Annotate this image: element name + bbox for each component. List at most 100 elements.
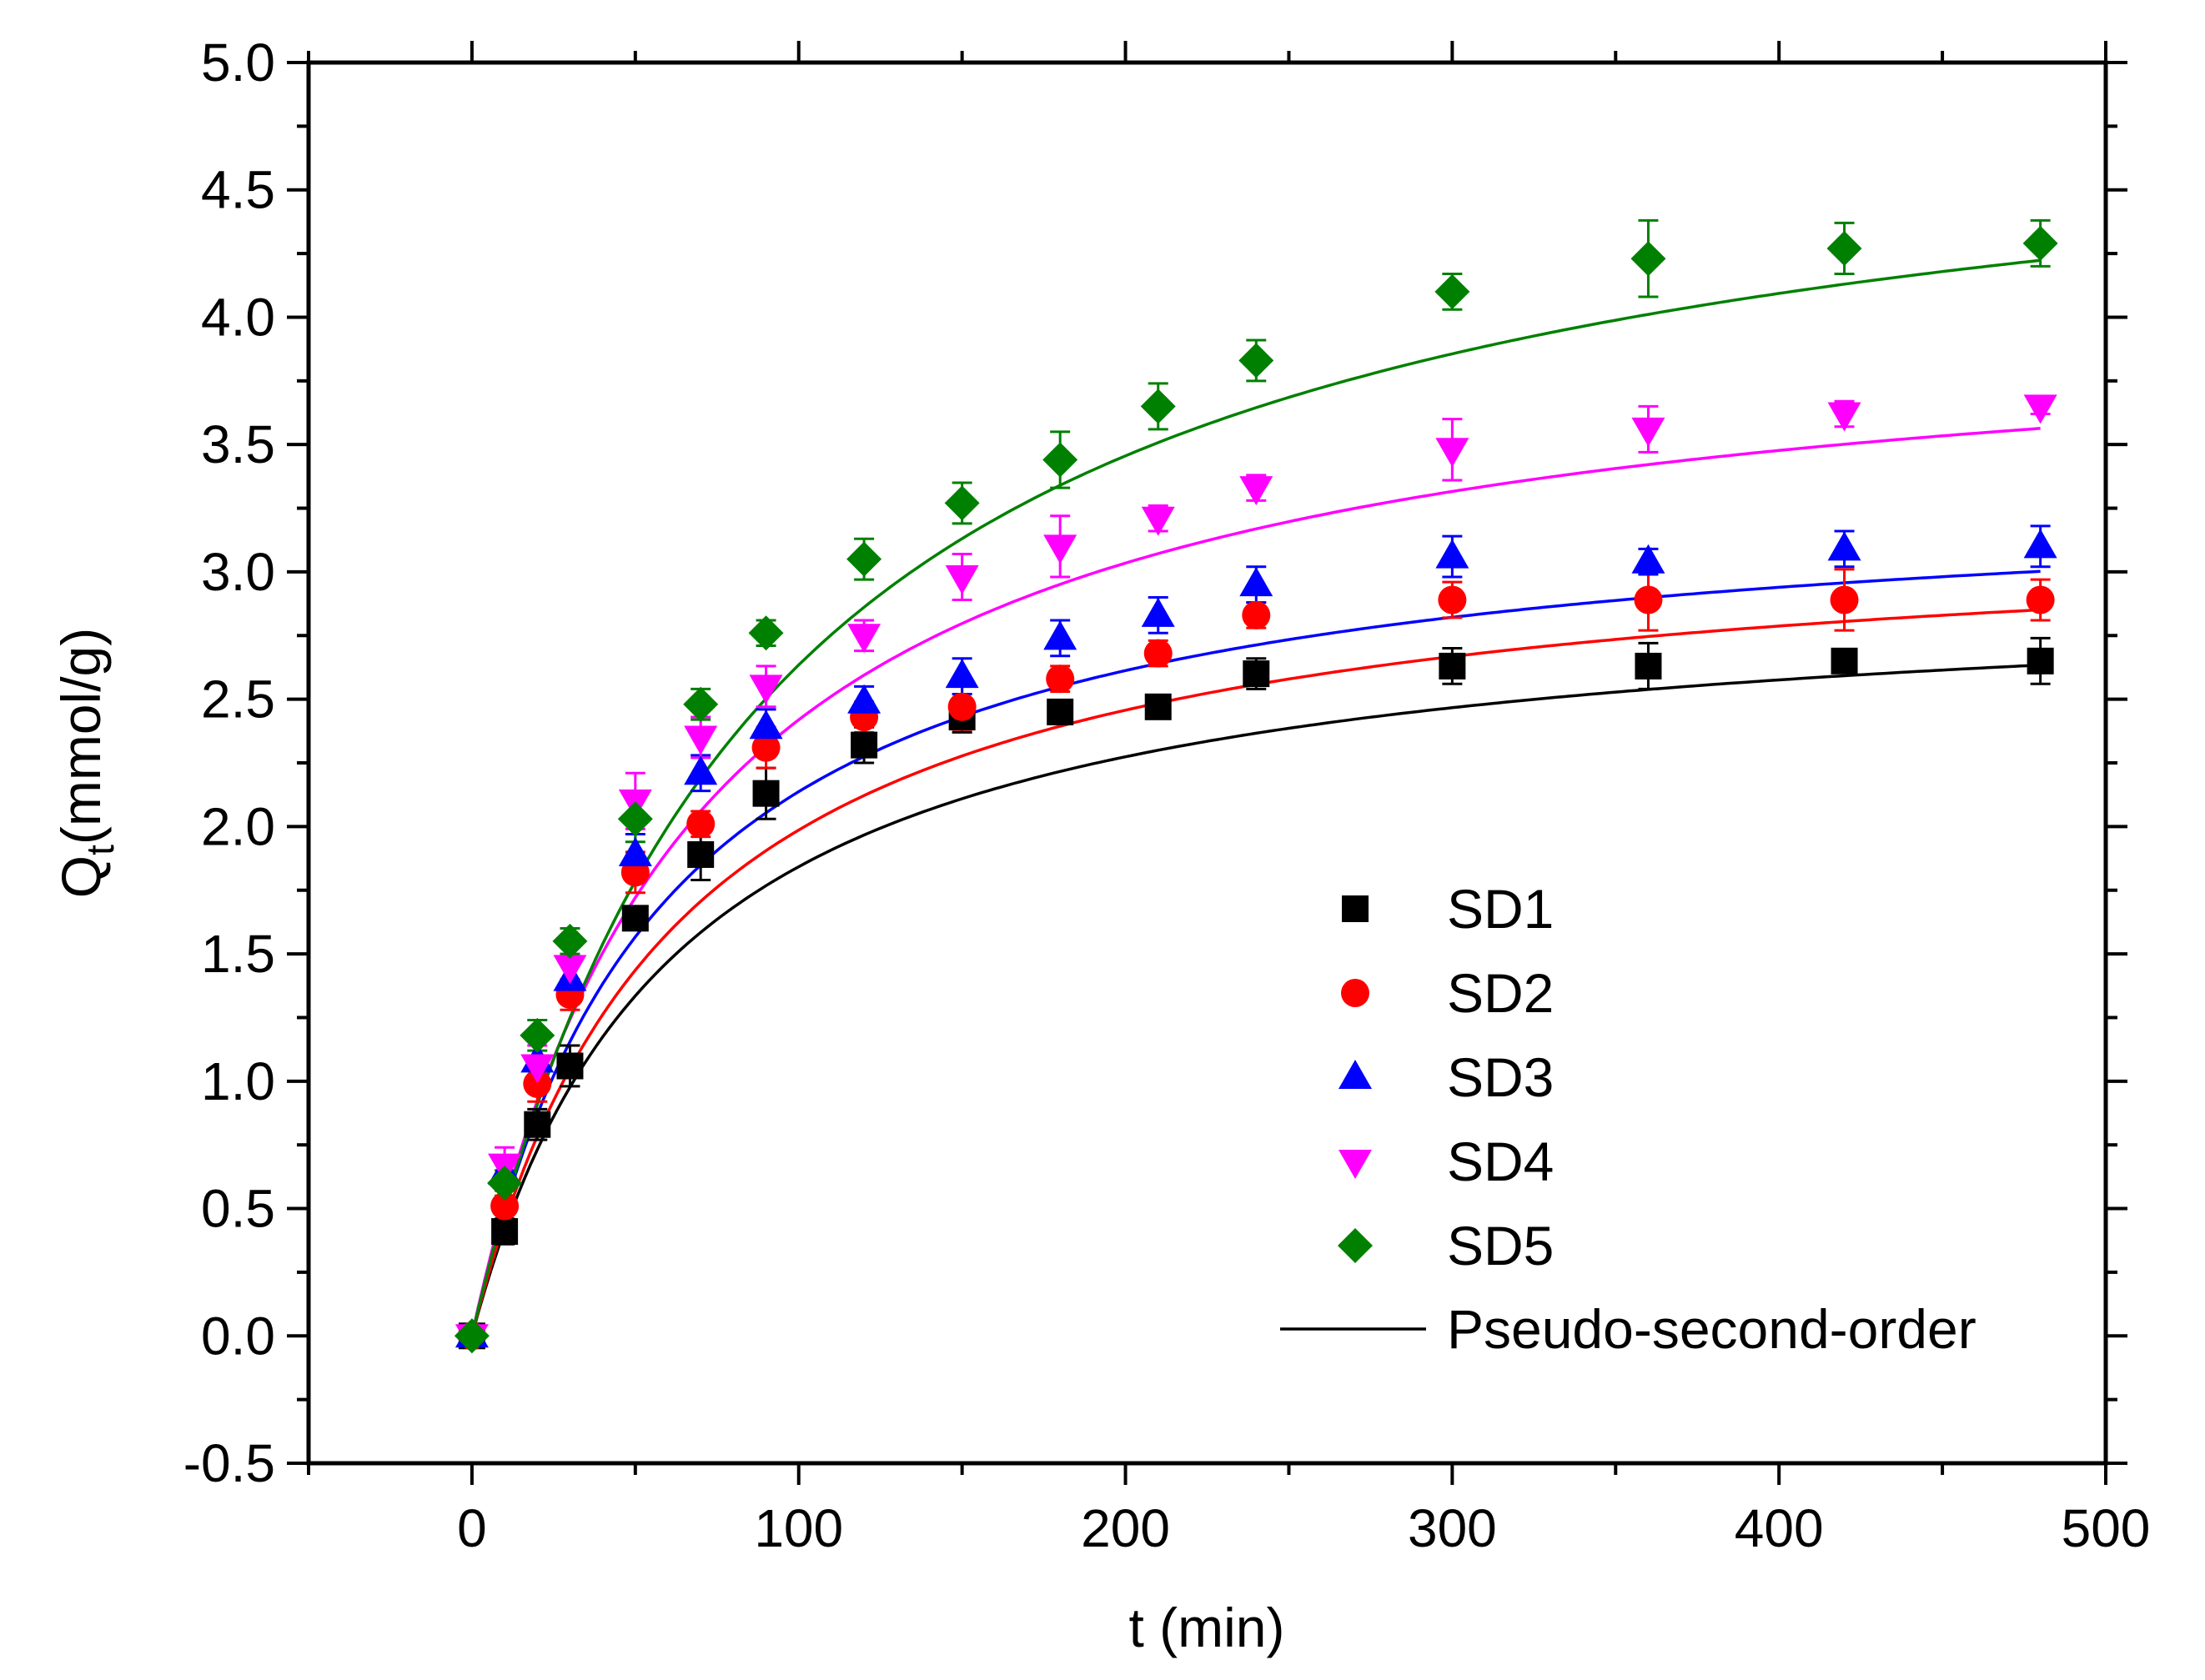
point-sd3 (684, 755, 718, 785)
point-sd5 (748, 615, 784, 651)
point-sd5 (552, 923, 588, 959)
x-tick-label: 300 (1408, 1498, 1497, 1558)
legend-marker-sd4 (1339, 1150, 1372, 1179)
x-tick-label: 500 (2062, 1498, 2151, 1558)
y-tick-label: 0.0 (201, 1306, 275, 1366)
point-sd3 (1239, 567, 1273, 597)
point-sd5 (683, 686, 719, 722)
y-tick-label: 1.5 (201, 924, 275, 984)
y-tick-label: 2.5 (201, 669, 275, 730)
y-tick-label: 2.0 (201, 796, 275, 856)
y-tick-label: 5.0 (201, 33, 275, 93)
point-sd5 (520, 1017, 555, 1053)
point-sd2 (1634, 585, 1663, 614)
axis-ticks: 0 100 200 300 400 500 -0.5 0.0 0.5 1.0 1.5 2.0 2.5 3.… (183, 33, 2151, 1558)
legend-label-sd4: SD4 (1447, 1131, 1554, 1192)
point-sd4 (1141, 506, 1175, 536)
x-axis-title: t (min) (1129, 1597, 1285, 1658)
point-sd5 (454, 1318, 490, 1354)
point-sd3 (618, 836, 652, 866)
point-sd2 (490, 1191, 520, 1221)
point-sd1 (621, 905, 649, 932)
point-sd4 (684, 725, 718, 755)
point-sd1 (1831, 647, 1858, 675)
x-tick-label: 200 (1081, 1498, 1170, 1558)
point-sd5 (2022, 225, 2058, 261)
point-sd4 (1827, 402, 1861, 432)
point-sd1 (1144, 693, 1172, 720)
point-sd5 (487, 1166, 523, 1201)
legend-label-sd5: SD5 (1447, 1215, 1554, 1276)
point-sd4 (2023, 394, 2057, 424)
y-axis-title-sub: t (78, 845, 122, 855)
point-sd3 (749, 710, 783, 740)
fit-curve-sd4 (470, 427, 2041, 1336)
point-sd1 (556, 1052, 584, 1080)
y-axis-title-unit: (mmol/g) (50, 628, 112, 845)
y-axis-title: Qt(mmol/g) (50, 628, 122, 898)
legend-marker-sd2 (1341, 979, 1369, 1007)
point-sd2 (2026, 585, 2055, 614)
point-sd1 (2027, 647, 2054, 675)
y-tick-label: 3.0 (201, 542, 275, 602)
point-sd1 (1047, 698, 1074, 725)
point-sd1 (1439, 652, 1466, 680)
point-sd5 (1140, 389, 1176, 424)
y-tick-label: -0.5 (183, 1433, 275, 1493)
point-sd3 (1827, 531, 1861, 561)
point-sd3 (847, 684, 881, 714)
point-sd5 (1826, 230, 1862, 266)
point-sd2 (1830, 585, 1859, 614)
point-sd1 (1635, 652, 1662, 680)
x-tick-label: 100 (754, 1498, 843, 1558)
point-sd4 (847, 624, 881, 654)
point-sd1 (1243, 660, 1270, 688)
y-tick-label: 4.5 (201, 160, 275, 220)
point-sd4 (1631, 417, 1665, 447)
fit-curves (470, 258, 2041, 1336)
fit-curve-sd1 (470, 663, 2041, 1336)
y-tick-label: 1.0 (201, 1051, 275, 1111)
legend-marker-sd3 (1339, 1060, 1372, 1089)
point-sd3 (1043, 620, 1077, 650)
point-sd4 (749, 675, 783, 705)
fit-curve-sd5 (470, 258, 2041, 1336)
point-sd3 (1435, 539, 1469, 569)
point-sd5 (1630, 241, 1666, 277)
point-sd1 (687, 840, 715, 868)
point-sd4 (520, 1054, 555, 1084)
y-axis-title-main: Q (50, 855, 112, 898)
y-tick-label: 4.0 (201, 287, 275, 347)
point-sd3 (2023, 529, 2057, 559)
point-sd2 (1242, 600, 1271, 629)
y-tick-label: 3.5 (201, 414, 275, 474)
point-sd1 (752, 780, 780, 807)
point-sd2 (947, 692, 977, 721)
point-sd3 (1141, 597, 1175, 627)
legend-marker-sd1 (1342, 895, 1369, 922)
legend-marker-sd5 (1338, 1228, 1373, 1263)
legend-label-sd3: SD3 (1447, 1046, 1554, 1108)
legend-label-sd2: SD2 (1447, 962, 1554, 1024)
data-markers (454, 225, 2058, 1354)
point-sd4 (945, 565, 979, 595)
point-sd5 (1434, 273, 1470, 309)
point-sd3 (1631, 544, 1665, 574)
y-tick-label: 0.5 (201, 1179, 275, 1239)
point-sd1 (524, 1111, 551, 1138)
point-sd1 (491, 1218, 519, 1246)
point-sd5 (617, 801, 653, 837)
point-sd2 (523, 1069, 552, 1098)
x-tick-label: 400 (1735, 1498, 1824, 1558)
point-sd2 (1143, 639, 1173, 668)
x-tick-label: 0 (457, 1498, 487, 1558)
legend-label-sd1: SD1 (1447, 878, 1554, 940)
point-sd4 (1239, 476, 1273, 506)
point-sd5 (944, 485, 980, 521)
point-sd2 (751, 733, 781, 762)
point-sd4 (553, 955, 587, 985)
point-sd4 (1435, 438, 1469, 468)
legend-label-fit: Pseudo-second-order (1447, 1298, 1976, 1360)
plot-frame (306, 60, 2108, 1466)
